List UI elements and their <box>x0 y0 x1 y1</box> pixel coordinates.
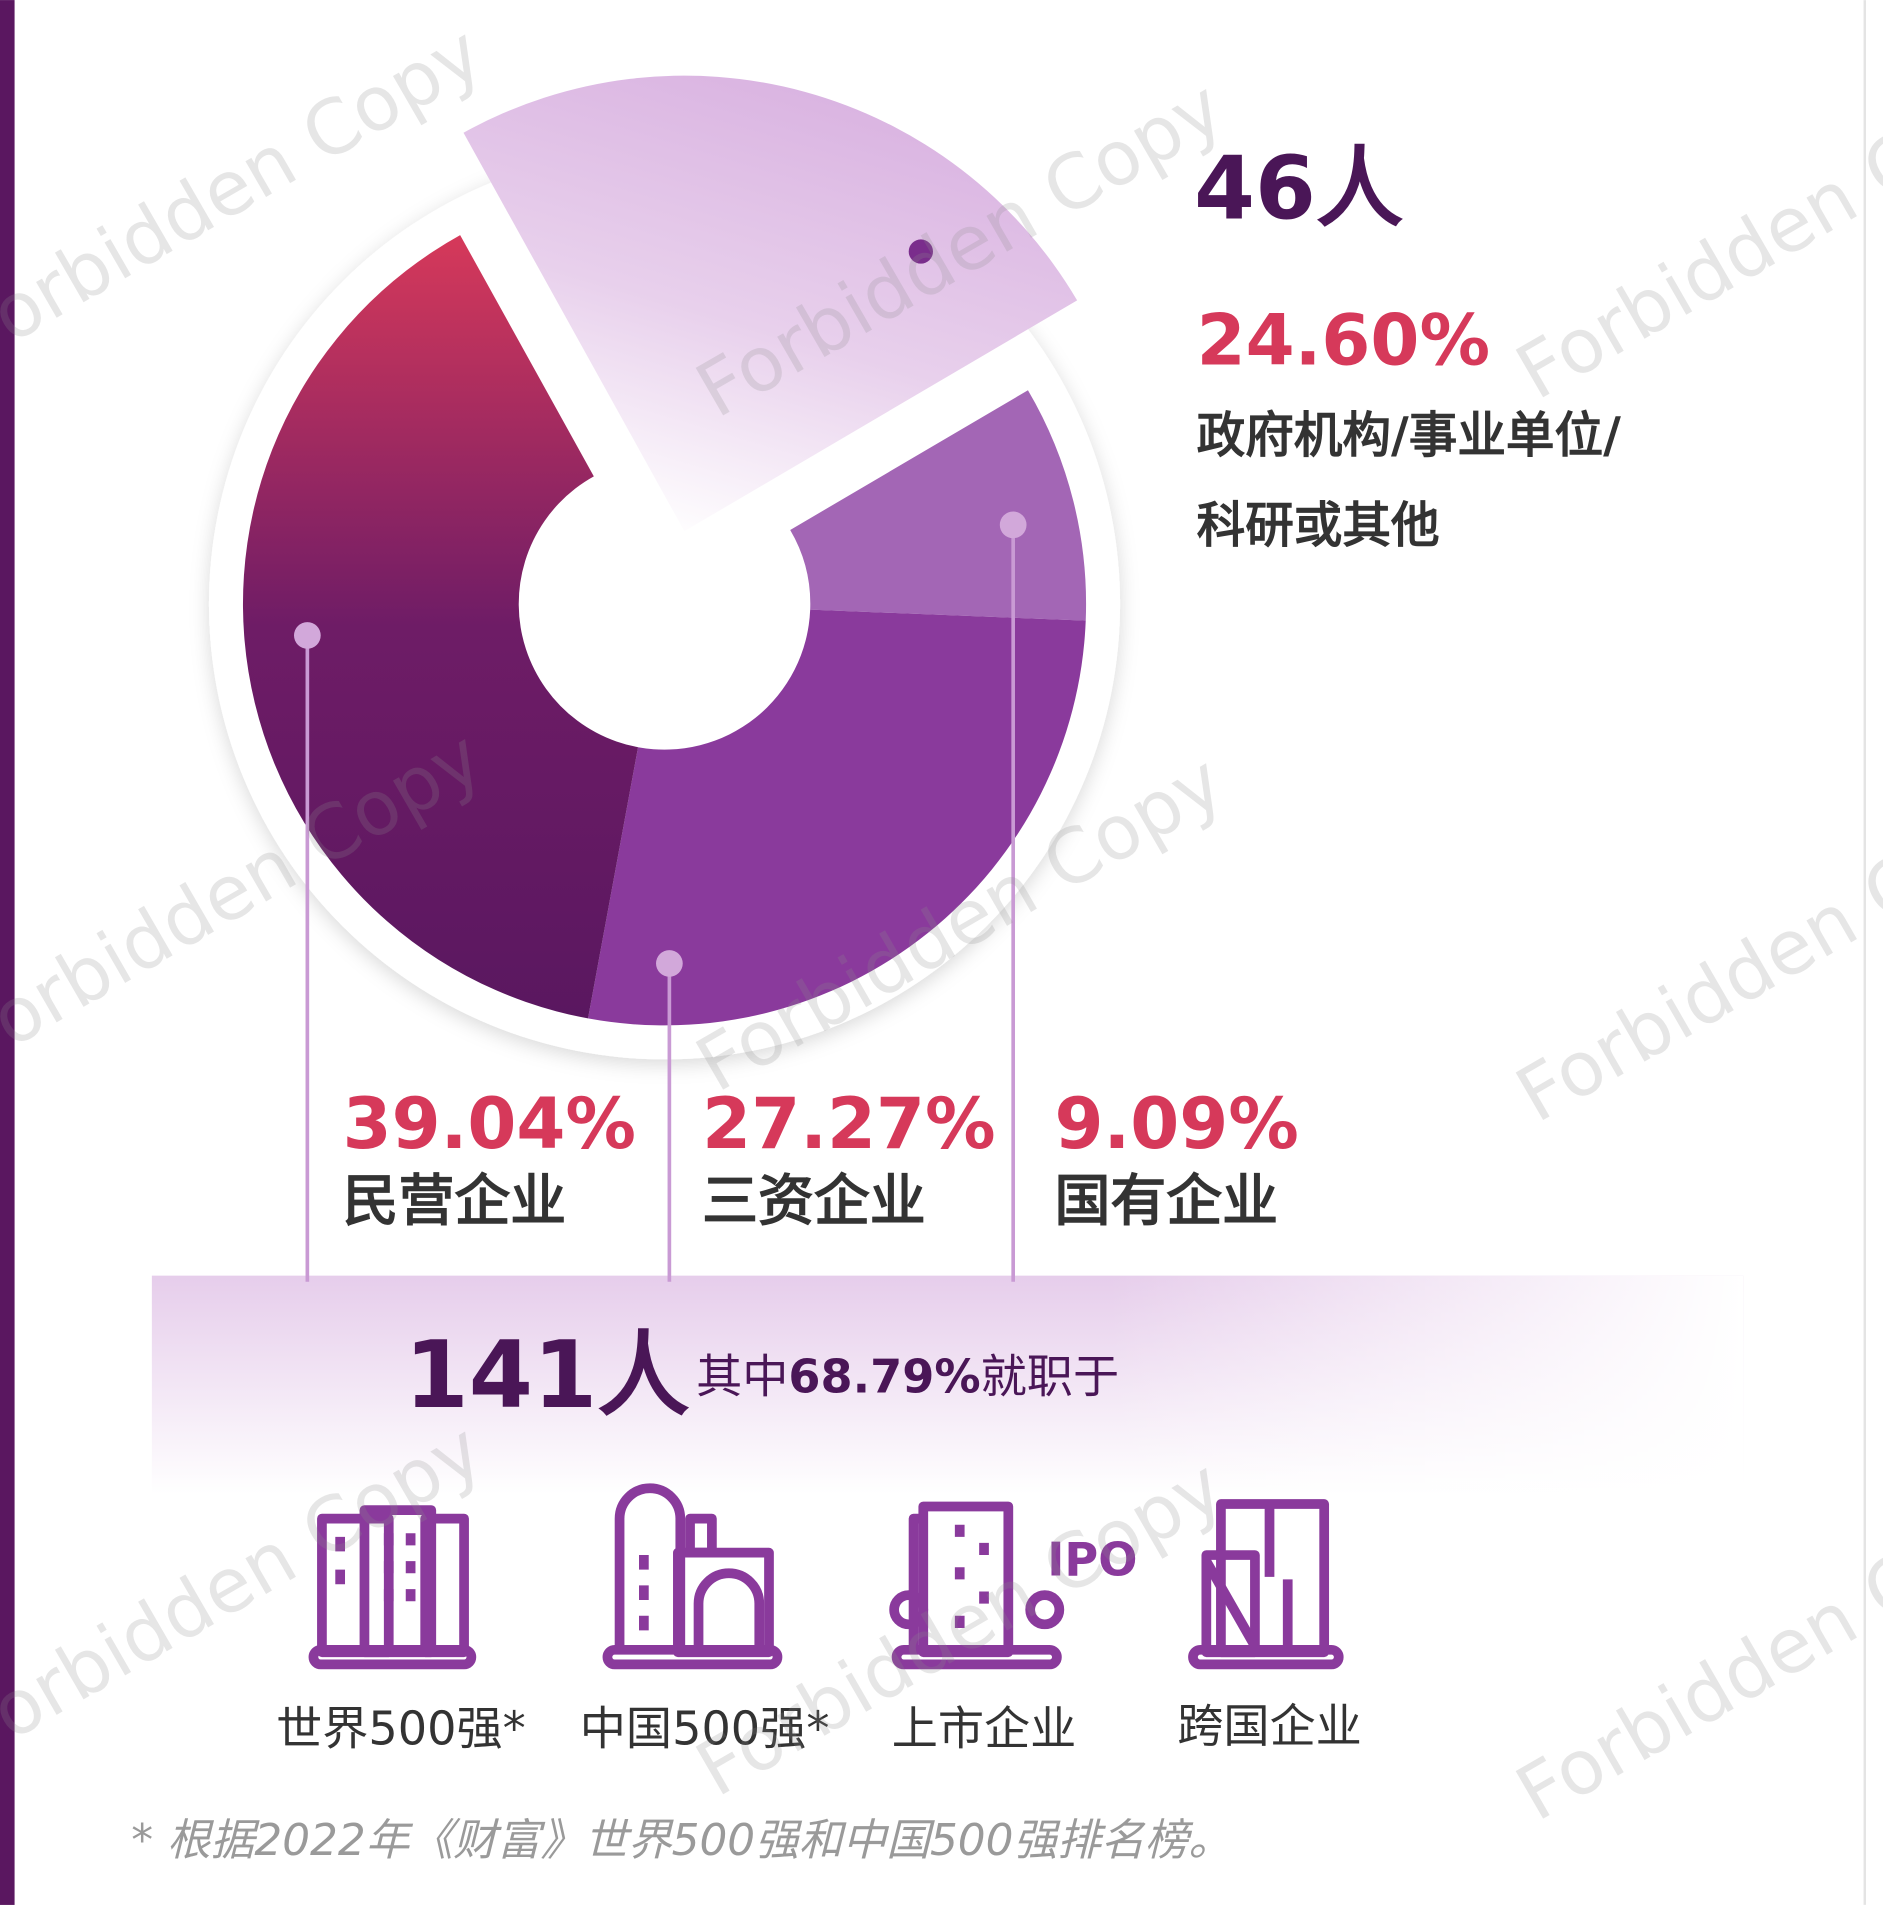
value-label: 9.09% <box>1054 1083 1298 1165</box>
icon-world500 <box>308 1505 477 1670</box>
icon-multinational <box>1188 1499 1344 1670</box>
category-label: 三资企业 <box>702 1169 926 1234</box>
icon-label: 中国500强* <box>580 1702 830 1756</box>
intro: 其中68.79%就职于 <box>696 1349 1119 1403</box>
category-label: 民营企业 <box>343 1169 567 1234</box>
watermarks: Forbidden Copy Forbidden Copy Forbidden Co… <box>0 8 1883 1838</box>
icon-text: IPO <box>1047 1533 1137 1587</box>
icon-china500 <box>602 1483 783 1670</box>
slice <box>242 235 639 1019</box>
side-bar <box>0 0 15 1905</box>
slice <box>463 75 1078 532</box>
band-fade <box>151 1275 1744 1495</box>
intro-suffix: 就职于 <box>981 1349 1119 1403</box>
donut <box>242 75 1087 1026</box>
category-label-box: 政府机构/事业单位/科研或其他 <box>1196 408 1621 555</box>
count-bottom: 141人 <box>405 1321 690 1429</box>
value-label: 39.04% <box>343 1083 636 1165</box>
leader-dot <box>908 239 933 264</box>
icon-label: 世界500强* <box>276 1702 526 1756</box>
leader-dot <box>656 950 683 977</box>
annotations: 24.60% 政府机构/事业单位/科研或其他 9.09%国有企业 27.27%三资企业… <box>293 300 1621 1282</box>
watermark: Forbidden Copy <box>1502 1466 1883 1838</box>
icons <box>308 1483 1344 1670</box>
watermark: Forbidden Copy <box>1502 45 1883 417</box>
count-top: 46人 <box>1194 138 1404 240</box>
icon-listed <box>889 1501 1065 1670</box>
category-label: 政府机构/事业单位/科研或其他 <box>1196 408 1621 555</box>
category-label: 国有企业 <box>1054 1169 1278 1234</box>
leader-dot <box>999 511 1027 539</box>
icon-labels: 世界500强* 中国500强* 上市企业 跨国企业 <box>276 1699 1362 1755</box>
intro-prefix: 其中 <box>696 1349 788 1403</box>
watermark: Forbidden Copy <box>1502 768 1883 1140</box>
intro-highlight: 68.79% <box>788 1349 980 1403</box>
value-label: 27.27% <box>702 1083 995 1165</box>
value-label: 24.60% <box>1197 300 1490 382</box>
slice <box>588 609 1086 1026</box>
icon-label: 跨国企业 <box>1177 1699 1362 1753</box>
footnote: * 根据2022年《财富》世界500强和中国500强排名榜。 <box>131 1815 1232 1866</box>
leader-dot <box>293 622 321 649</box>
icon-label: 上市企业 <box>892 1702 1077 1756</box>
